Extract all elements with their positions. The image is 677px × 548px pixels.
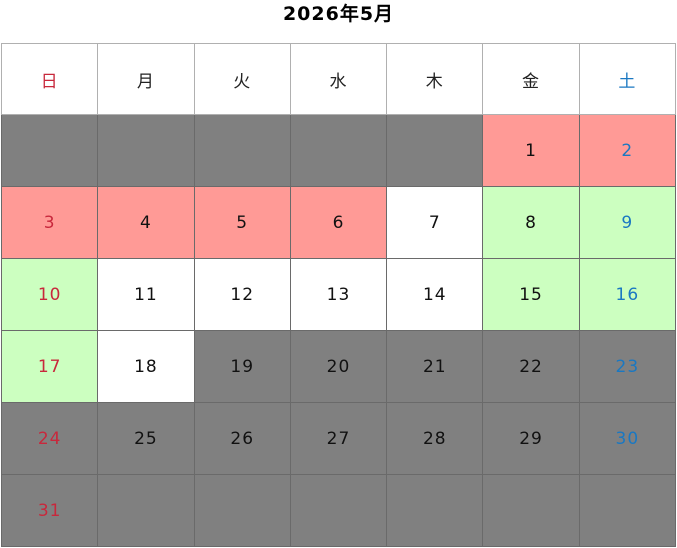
weekday-header-row: 日月火水木金土 [0, 43, 677, 115]
day-cell[interactable]: 2 [578, 114, 677, 187]
day-cell[interactable]: 19 [193, 330, 291, 403]
empty-cell [97, 114, 195, 187]
day-cell[interactable]: 16 [578, 258, 677, 331]
day-cell[interactable]: 6 [289, 186, 388, 259]
empty-cell [0, 114, 99, 187]
day-cell[interactable]: 18 [97, 330, 195, 403]
day-cell[interactable]: 7 [386, 186, 484, 259]
empty-cell [386, 114, 484, 187]
week-row: 10 11 12 13 14 15 16 [0, 258, 677, 331]
weekday-header: 火 [193, 43, 291, 115]
empty-cell [289, 474, 388, 547]
day-cell[interactable]: 15 [482, 258, 580, 331]
week-row: 17 18 19 20 21 22 23 [0, 330, 677, 403]
day-cell[interactable]: 28 [386, 402, 484, 475]
day-cell[interactable]: 14 [386, 258, 484, 331]
empty-cell [97, 474, 195, 547]
calendar-title: 2026年5月 [282, 3, 395, 25]
day-cell[interactable]: 25 [97, 402, 195, 475]
day-cell[interactable]: 9 [578, 186, 677, 259]
empty-cell [193, 114, 291, 187]
day-cell[interactable]: 3 [0, 186, 99, 259]
day-cell[interactable]: 23 [578, 330, 677, 403]
day-cell[interactable]: 22 [482, 330, 580, 403]
day-cell[interactable]: 31 [0, 474, 99, 547]
day-cell[interactable]: 12 [193, 258, 291, 331]
day-cell[interactable]: 13 [289, 258, 388, 331]
day-cell[interactable]: 8 [482, 186, 580, 259]
day-cell[interactable]: 21 [386, 330, 484, 403]
day-cell[interactable]: 30 [578, 402, 677, 475]
day-cell[interactable]: 29 [482, 402, 580, 475]
week-row: 31 [0, 474, 677, 547]
day-cell[interactable]: 11 [97, 258, 195, 331]
empty-cell [386, 474, 484, 547]
empty-cell [193, 474, 291, 547]
weekday-header: 土 [578, 43, 677, 115]
calendar-grid: 日月火水木金土 1 2 3 4 5 6 7 8 9 10 11 12 13 14 15 16 17 18 19 20 2… [0, 43, 677, 547]
day-cell[interactable]: 10 [0, 258, 99, 331]
day-cell[interactable]: 24 [0, 402, 99, 475]
weekday-header: 水 [289, 43, 388, 115]
day-cell[interactable]: 17 [0, 330, 99, 403]
weekday-header: 日 [0, 43, 99, 115]
weekday-header: 木 [386, 43, 484, 115]
day-cell[interactable]: 5 [193, 186, 291, 259]
day-cell[interactable]: 1 [482, 114, 580, 187]
empty-cell [482, 474, 580, 547]
calendar-body: 1 2 3 4 5 6 7 8 9 10 11 12 13 14 15 16 17 18 19 20 21 22 23 24 2… [0, 114, 677, 547]
weekday-header: 月 [97, 43, 195, 115]
week-row: 24 25 26 27 28 29 30 [0, 402, 677, 475]
empty-cell [578, 474, 677, 547]
day-cell[interactable]: 27 [289, 402, 388, 475]
weekday-header: 金 [482, 43, 580, 115]
day-cell[interactable]: 26 [193, 402, 291, 475]
day-cell[interactable]: 20 [289, 330, 388, 403]
empty-cell [289, 114, 388, 187]
day-cell[interactable]: 4 [97, 186, 195, 259]
